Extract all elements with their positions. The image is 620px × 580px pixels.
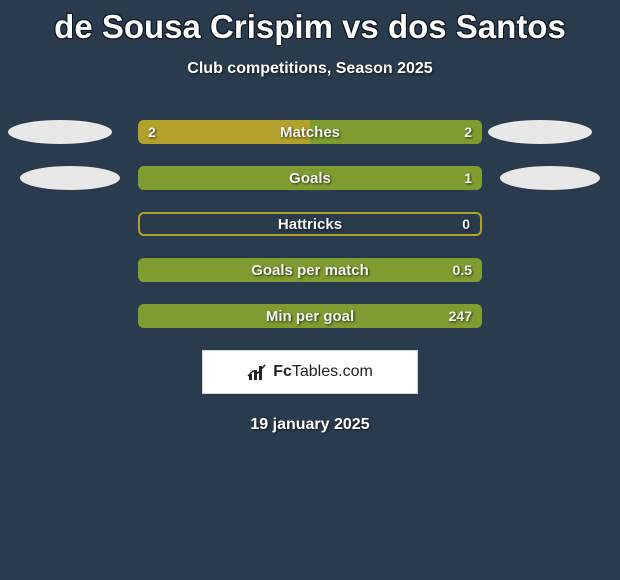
stat-row: Hattricks0 <box>0 212 620 236</box>
page-title: de Sousa Crispim vs dos Santos <box>0 8 620 46</box>
subtitle: Club competitions, Season 2025 <box>0 60 620 78</box>
team-marker-ellipse <box>8 120 112 144</box>
bar-chart-icon <box>247 362 267 382</box>
stat-rows: Matches2 2 Goals1 Hattricks0 Goals per match… <box>0 120 620 328</box>
logo-text: FcTables.com <box>273 363 373 381</box>
team-marker-ellipse <box>20 166 120 190</box>
logo-light: Tables <box>292 363 338 380</box>
stat-value-right: 2 <box>464 120 472 144</box>
stat-bar: Hattricks0 <box>138 212 482 236</box>
stat-bar: Goals per match0.5 <box>138 258 482 282</box>
stat-label: Matches <box>138 120 482 144</box>
stat-value-left: 2 <box>148 120 156 144</box>
stat-row: Goals per match0.5 <box>0 258 620 282</box>
logo-bold: Fc <box>273 363 292 380</box>
fctables-logo[interactable]: FcTables.com <box>202 350 418 394</box>
team-marker-ellipse <box>488 120 592 144</box>
stat-row: Min per goal247 <box>0 304 620 328</box>
stat-bar: Min per goal247 <box>138 304 482 328</box>
stat-value-right: 247 <box>449 304 472 328</box>
logo-suffix: .com <box>338 363 373 380</box>
stat-bar: Matches2 2 <box>138 120 482 144</box>
stat-value-right: 1 <box>464 166 472 190</box>
team-marker-ellipse <box>500 166 600 190</box>
stat-label: Goals <box>138 166 482 190</box>
comparison-widget: de Sousa Crispim vs dos Santos Club comp… <box>0 0 620 434</box>
stat-label: Min per goal <box>138 304 482 328</box>
stat-label: Goals per match <box>138 258 482 282</box>
date-text: 19 january 2025 <box>0 416 620 434</box>
stat-value-right: 0.5 <box>453 258 472 282</box>
stat-value-right: 0 <box>462 214 470 234</box>
stat-bar: Goals1 <box>138 166 482 190</box>
stat-label: Hattricks <box>140 214 480 234</box>
